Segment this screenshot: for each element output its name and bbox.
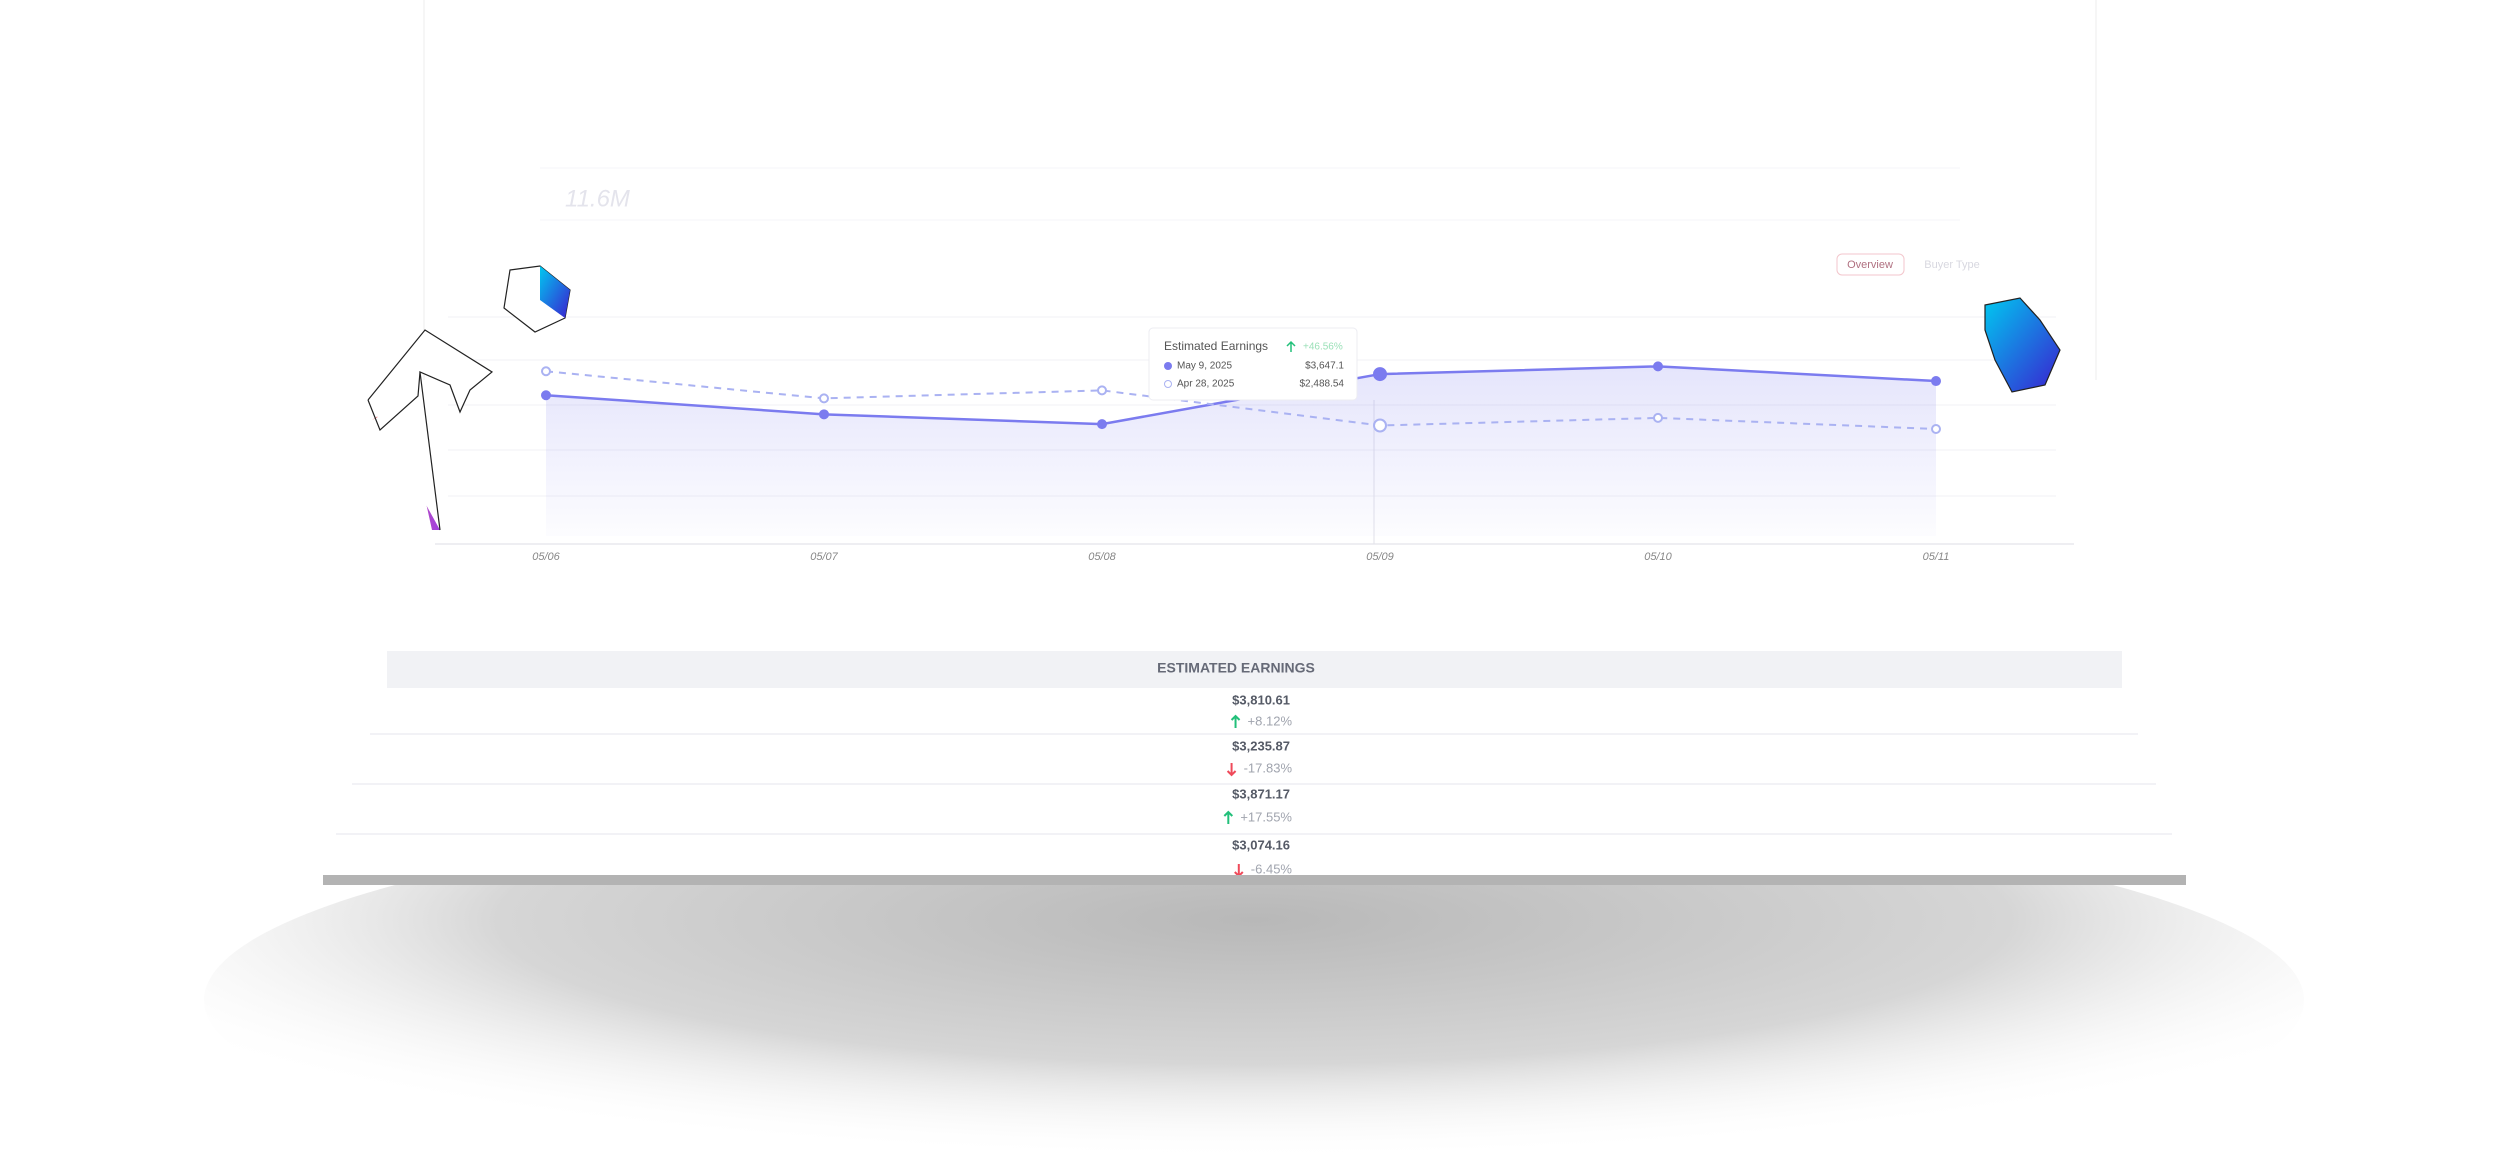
- tab-label[interactable]: Overview: [1847, 259, 1893, 271]
- point: [819, 393, 829, 404]
- earnings-value: $3,074.16: [1232, 837, 1290, 852]
- tab[interactable]: [1836, 253, 1905, 276]
- tab-label[interactable]: Buyer Type: [1924, 259, 1979, 271]
- tooltip-change: +46.56%: [1303, 342, 1343, 353]
- x-shape: [1984, 297, 2061, 393]
- point: [541, 366, 551, 377]
- card-bottom: [323, 875, 2186, 885]
- down-icon: [1226, 763, 1237, 777]
- point: [1931, 423, 1941, 434]
- point: [1653, 412, 1663, 423]
- point: [1931, 376, 1941, 387]
- line: [545, 370, 1937, 430]
- point: [1097, 419, 1107, 430]
- x-tick-label: 05/08: [1088, 551, 1116, 563]
- earnings-change: -6.45%: [1251, 861, 1293, 876]
- point: [1097, 385, 1107, 396]
- legend-dot: [1164, 380, 1172, 388]
- tooltip-label: May 9, 2025: [1177, 361, 1232, 372]
- legend-dot: [1164, 362, 1172, 370]
- decor-arrow: [367, 329, 494, 531]
- earnings-change: +17.55%: [1240, 809, 1292, 824]
- tooltip-label: Apr 28, 2025: [1177, 379, 1235, 390]
- arrow-shape: [367, 329, 494, 531]
- tooltip-box: [1148, 327, 1358, 401]
- point: [1653, 361, 1663, 372]
- x-tick-label: 05/09: [1366, 551, 1394, 563]
- up-icon: [1286, 340, 1296, 352]
- tooltip-title: Estimated Earnings: [1164, 339, 1268, 353]
- point: [1373, 418, 1387, 433]
- x-tick-label: 05/11: [1923, 551, 1950, 563]
- cube-face: [540, 266, 570, 318]
- up-icon: [1230, 714, 1241, 728]
- decor-cube: [503, 265, 571, 333]
- earnings-change: +8.12%: [1248, 713, 1293, 728]
- table-header-bg: [387, 651, 2122, 688]
- point: [1373, 367, 1387, 382]
- arrow-shape: [367, 371, 421, 432]
- tooltip-value: $2,488.54: [1300, 379, 1345, 390]
- x-tick-label: 05/06: [532, 551, 560, 563]
- earnings-value: $3,235.87: [1232, 738, 1290, 753]
- card-shadow: [204, 800, 2304, 1168]
- area: [546, 366, 1936, 536]
- table-header: ESTIMATED EARNINGS: [1157, 660, 1315, 676]
- metric: 11.6M: [565, 185, 630, 212]
- earnings-value: $3,810.61: [1232, 692, 1290, 707]
- point: [819, 409, 829, 420]
- point: [541, 390, 551, 401]
- earnings-value: $3,871.17: [1232, 786, 1290, 801]
- table: ESTIMATED EARNINGS $3,810.61 +8.12% $3,235…: [323, 651, 2186, 885]
- tooltip: Estimated Earnings +46.56% May 9, 2025 $…: [1148, 327, 1358, 401]
- tooltip-value: $3,647.1: [1305, 361, 1344, 372]
- x-tick-label: 05/10: [1644, 551, 1672, 563]
- earnings-change: -17.83%: [1244, 760, 1293, 775]
- decor-x: [1984, 297, 2061, 393]
- up-icon: [1223, 810, 1234, 824]
- x-tick-label: 05/07: [810, 551, 838, 563]
- table-rows: $3,810.61 +8.12% $3,235.87 -17.83% $3,871.17…: [1223, 692, 1293, 878]
